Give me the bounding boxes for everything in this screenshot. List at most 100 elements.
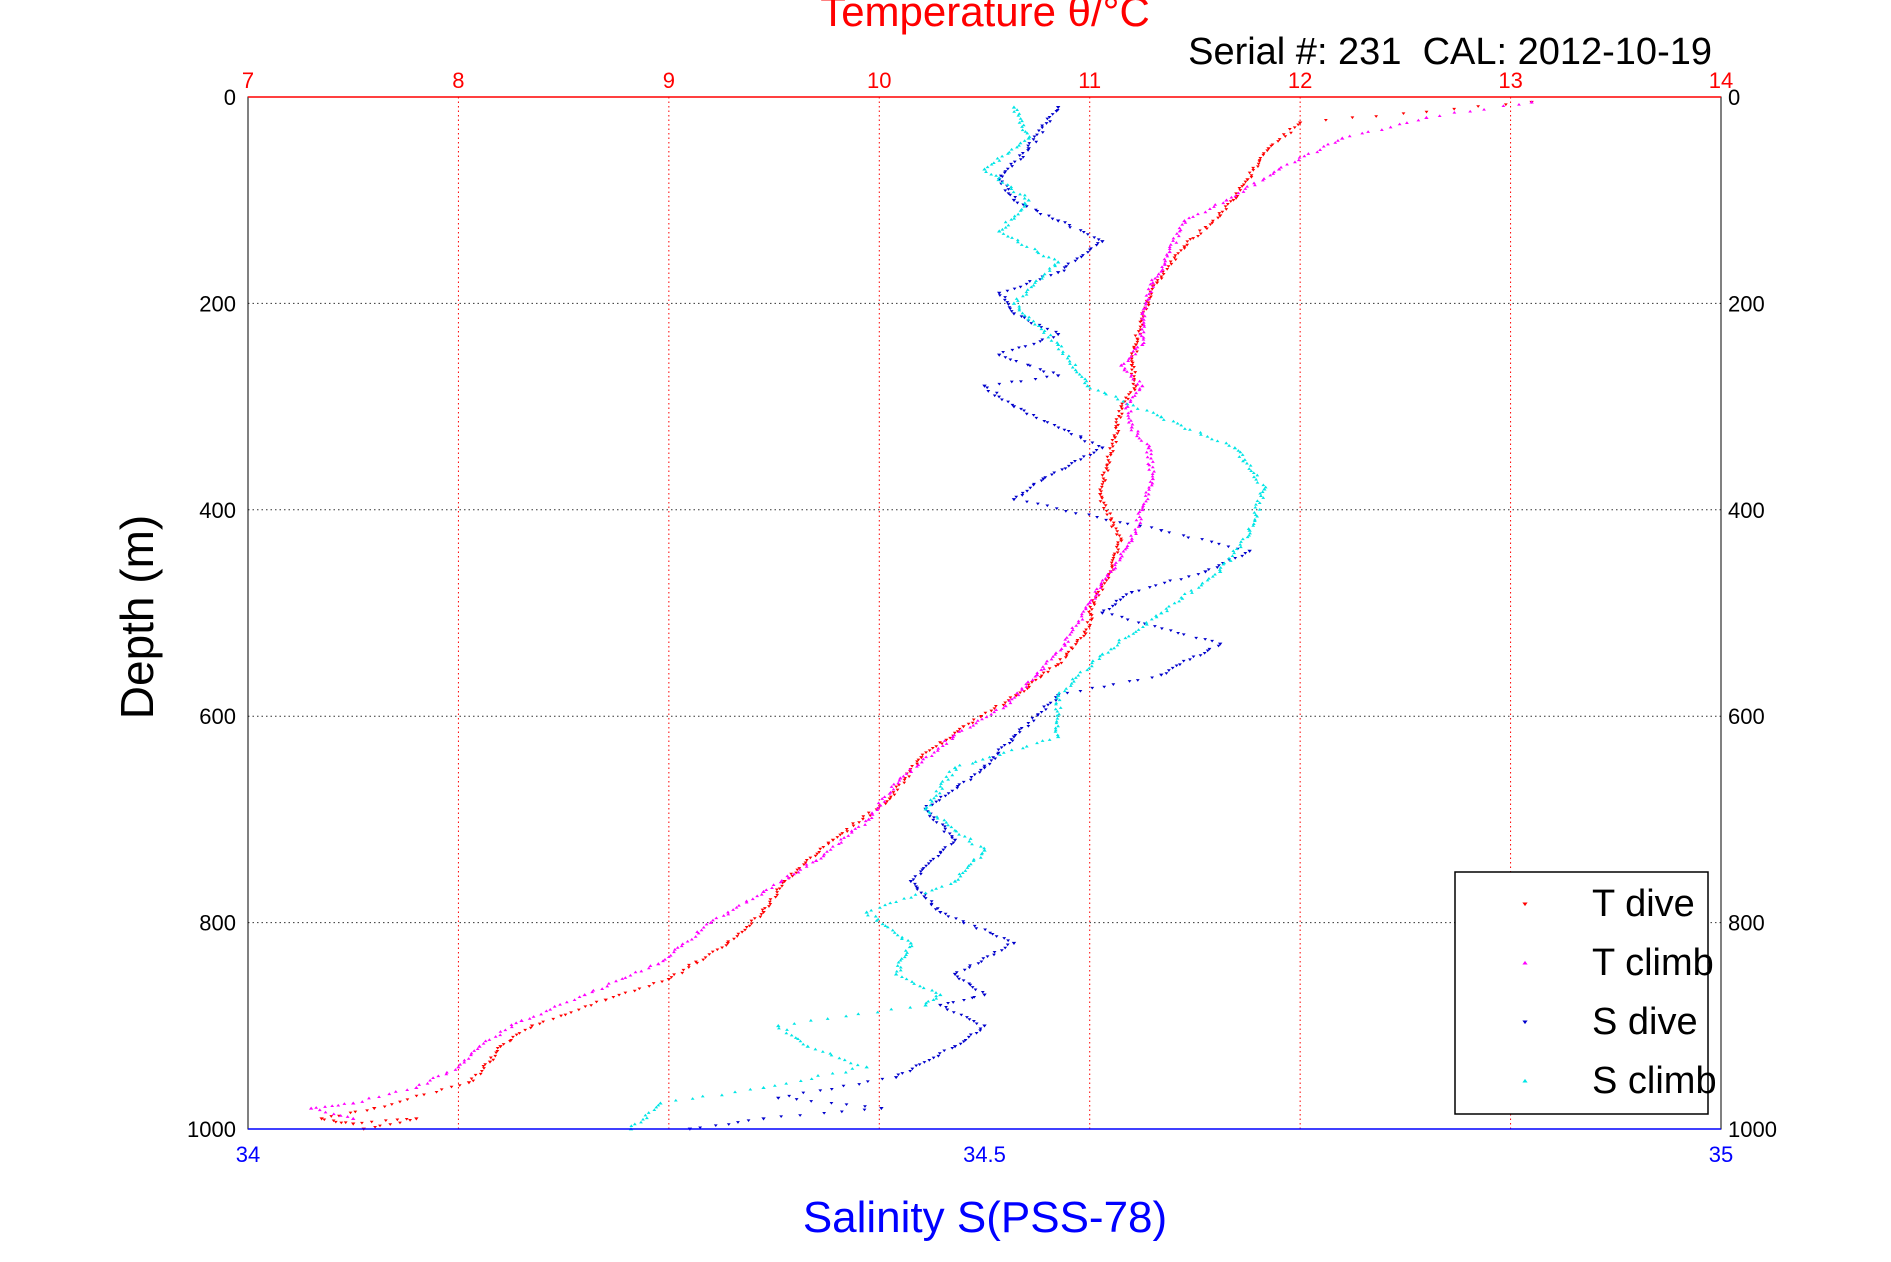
data-point: [810, 860, 815, 864]
data-point: [1145, 497, 1150, 501]
data-point: [1006, 188, 1011, 191]
data-point: [951, 841, 956, 845]
data-point: [639, 969, 644, 973]
data-point: [1064, 636, 1069, 639]
data-point: [1129, 425, 1134, 429]
data-point: [1078, 458, 1083, 462]
data-point: [552, 1004, 557, 1008]
data-point: [1073, 643, 1078, 646]
data-point: [887, 797, 893, 801]
data-point: [1233, 194, 1238, 198]
data-point: [938, 910, 943, 915]
data-point: [1129, 357, 1134, 361]
data-point: [1005, 301, 1010, 304]
data-point: [1040, 338, 1045, 342]
data-point: [1101, 609, 1106, 613]
data-point: [822, 852, 827, 856]
data-point: [972, 924, 977, 928]
data-point: [966, 1035, 971, 1039]
data-point: [1003, 220, 1008, 224]
data-point: [1031, 719, 1036, 723]
data-point: [1115, 643, 1120, 647]
data-point: [1104, 392, 1108, 396]
data-point: [1092, 603, 1097, 607]
data-point: [778, 880, 783, 884]
data-point: [875, 1010, 880, 1014]
data-point: [1150, 465, 1155, 469]
data-point: [935, 749, 940, 752]
data-point: [1145, 455, 1150, 459]
data-point: [962, 968, 967, 972]
data-point: [434, 1090, 439, 1094]
temperature-tick-label: 8: [452, 68, 464, 93]
data-point: [1085, 602, 1090, 606]
data-point: [1035, 714, 1040, 718]
data-point: [1139, 334, 1144, 338]
data-point: [767, 905, 771, 908]
data-point: [1005, 943, 1010, 947]
data-point: [1092, 236, 1097, 240]
data-point: [1102, 471, 1106, 475]
data-point: [1132, 345, 1136, 349]
data-point: [924, 864, 928, 868]
data-point: [1268, 173, 1273, 177]
data-point: [1126, 414, 1131, 417]
data-point: [933, 908, 938, 911]
data-point: [983, 928, 988, 932]
data-point: [934, 996, 939, 1000]
data-point: [1056, 347, 1061, 351]
data-point: [1326, 142, 1330, 146]
data-point: [1162, 257, 1167, 261]
data-point: [680, 971, 685, 975]
data-point: [894, 900, 899, 903]
data-point: [1017, 304, 1022, 308]
data-point: [1001, 232, 1006, 235]
data-point: [1106, 650, 1111, 654]
data-point: [1019, 726, 1024, 730]
data-point: [1022, 204, 1027, 208]
data-point: [541, 1020, 546, 1024]
data-point: [853, 827, 858, 830]
data-point: [1070, 647, 1075, 651]
data-point: [957, 977, 961, 981]
data-point: [988, 931, 993, 935]
data-point: [1140, 384, 1145, 388]
data-point: [929, 903, 934, 907]
data-point: [703, 956, 708, 959]
legend-marker: [1522, 1020, 1528, 1025]
data-point: [869, 816, 874, 819]
data-point: [934, 887, 939, 890]
data-point: [1117, 410, 1121, 413]
data-point: [1163, 259, 1168, 263]
data-point: [809, 1077, 814, 1081]
data-point: [1198, 232, 1203, 236]
data-point: [1012, 214, 1017, 218]
data-point: [840, 832, 845, 835]
data-point: [844, 1103, 849, 1107]
data-point: [899, 957, 904, 960]
data-point: [978, 844, 983, 848]
data-point: [319, 1117, 324, 1121]
data-point: [1236, 449, 1241, 452]
data-point: [1234, 192, 1238, 196]
data-point: [661, 959, 665, 963]
data-point: [1030, 716, 1035, 720]
data-point: [942, 739, 947, 742]
legend-label: T dive: [1592, 883, 1695, 925]
data-point: [1131, 382, 1136, 386]
data-point: [1170, 666, 1175, 670]
data-point: [904, 772, 909, 775]
data-point: [898, 968, 903, 972]
data-point: [487, 1038, 492, 1041]
data-point: [1016, 693, 1021, 697]
data-point: [1218, 566, 1223, 569]
data-point: [1113, 566, 1118, 570]
data-point: [1048, 701, 1053, 705]
data-point: [494, 1051, 498, 1055]
data-point: [1053, 730, 1058, 733]
data-point: [938, 993, 943, 997]
data-point: [1020, 491, 1025, 495]
data-point: [1045, 421, 1050, 424]
data-point: [750, 897, 755, 901]
data-point: [944, 820, 949, 824]
